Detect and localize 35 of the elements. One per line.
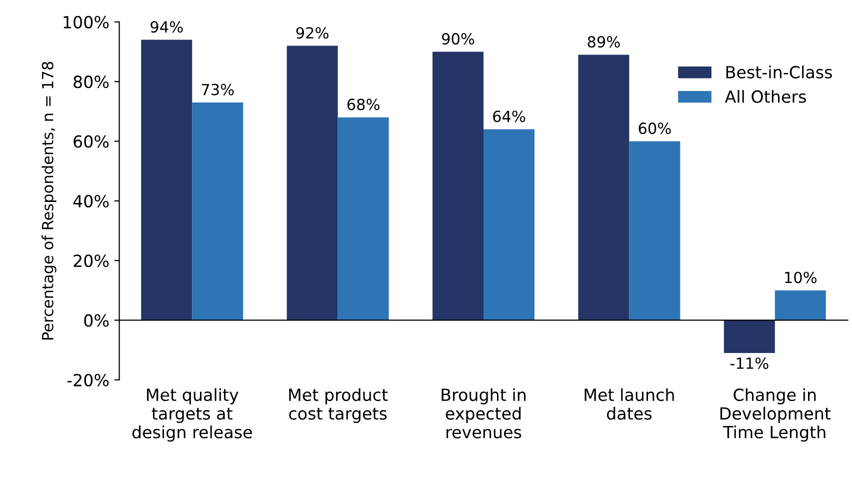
legend-label: Best-in-Class: [726, 66, 832, 78]
bar: [629, 141, 680, 320]
data-label: 90%: [442, 33, 474, 45]
y-tick-label: 0%: [84, 314, 109, 327]
x-tick-label: Met quality targets at design release: [132, 388, 252, 442]
bar: [286, 46, 338, 320]
y-axis-title: Percentage of Respondents, n = 178: [42, 62, 56, 340]
bar: [484, 129, 534, 320]
data-label: 60%: [638, 122, 671, 134]
bar: [338, 117, 389, 320]
x-tick-label: Brought in expected revenues: [442, 388, 526, 438]
x-tick-label: Change in Development Time Length: [720, 388, 831, 442]
data-label: 68%: [347, 98, 380, 110]
data-label: 89%: [588, 36, 620, 48]
y-tick-label: 20%: [74, 254, 109, 268]
data-label: -11%: [730, 357, 768, 370]
bar: [141, 40, 192, 320]
y-tick-label: -20%: [67, 374, 109, 386]
y-tick-label: 40%: [73, 194, 109, 208]
data-label: 73%: [202, 84, 234, 96]
bar: [774, 290, 826, 320]
data-label: 10%: [785, 272, 817, 284]
data-label: 94%: [150, 21, 183, 33]
bar: [192, 102, 244, 320]
x-tick-label: Met product cost targets: [289, 388, 388, 423]
data-label: 92%: [296, 27, 328, 39]
bar: [578, 54, 630, 320]
y-tick-label: 60%: [74, 135, 109, 148]
data-label: 64%: [493, 110, 526, 122]
x-tick-label: Met launch dates: [584, 388, 674, 420]
y-tick-label: 100%: [64, 16, 109, 28]
legend-label: All Others: [724, 90, 806, 103]
bar: [432, 52, 484, 320]
y-tick-label: 80%: [74, 76, 109, 88]
bar: [724, 320, 775, 354]
